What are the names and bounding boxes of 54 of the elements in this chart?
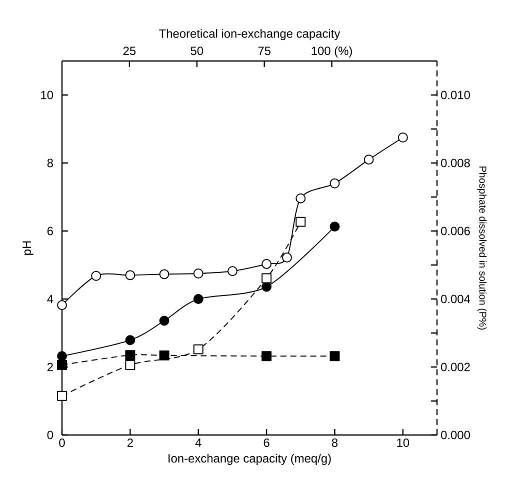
x2-tick-label: 75 xyxy=(258,46,270,56)
y-tick-label: 8 xyxy=(47,158,53,168)
point xyxy=(330,351,340,362)
y-axis-title: pH xyxy=(22,241,34,255)
x-tick-label: 2 xyxy=(127,438,133,447)
point xyxy=(125,360,136,370)
y-tick-label: 2 xyxy=(47,362,53,372)
x2-tick-label: 50 xyxy=(190,46,204,56)
point xyxy=(262,351,272,362)
point xyxy=(193,344,204,354)
y2-tick-label: 0.010 xyxy=(440,90,470,100)
point xyxy=(57,300,67,310)
y-tick-label: 0 xyxy=(47,430,54,440)
x-tick-label: 0 xyxy=(59,438,65,447)
x-tick-label: 8 xyxy=(332,438,338,447)
y-tick-label: 6 xyxy=(47,226,53,236)
point xyxy=(159,350,170,360)
y-tick-label: 4 xyxy=(47,294,54,304)
point xyxy=(159,316,170,326)
point xyxy=(227,266,238,276)
point xyxy=(125,350,136,360)
y2-axis-title: Phosphate dissolved in solution (P%) xyxy=(477,166,487,330)
point xyxy=(57,390,67,401)
point xyxy=(330,178,340,188)
x-tick-label: 10 xyxy=(397,438,410,447)
y2-tick-label: 0.002 xyxy=(440,362,470,372)
point xyxy=(193,268,204,278)
point xyxy=(282,252,292,262)
point xyxy=(57,351,67,362)
point xyxy=(398,132,408,142)
point xyxy=(364,154,374,165)
point xyxy=(57,360,67,370)
point xyxy=(296,193,306,204)
y-tick-label: 10 xyxy=(41,90,54,100)
point xyxy=(330,222,340,232)
y2-tick-label: 0.006 xyxy=(440,226,470,236)
x-tick-label: 4 xyxy=(195,438,202,447)
point xyxy=(262,258,272,269)
point xyxy=(125,335,136,346)
x-axis-title: Ion-exchange capacity (meq/g) xyxy=(168,454,331,465)
x2-axis-title: Theoretical ion-exchange capacity xyxy=(159,29,340,40)
point xyxy=(193,294,204,304)
x2-tick-label: 100 (%) xyxy=(312,46,352,58)
point xyxy=(262,282,272,292)
y2-tick-label: 0.004 xyxy=(440,294,470,304)
point xyxy=(296,216,306,227)
x-tick-label: 6 xyxy=(264,438,270,447)
point xyxy=(125,270,136,280)
y2-tick-label: 0.008 xyxy=(440,158,470,168)
y2-tick-label: 0.000 xyxy=(440,430,470,440)
point xyxy=(91,270,102,281)
point xyxy=(262,273,272,284)
point xyxy=(159,269,170,280)
x2-tick-label: 25 xyxy=(123,46,136,56)
